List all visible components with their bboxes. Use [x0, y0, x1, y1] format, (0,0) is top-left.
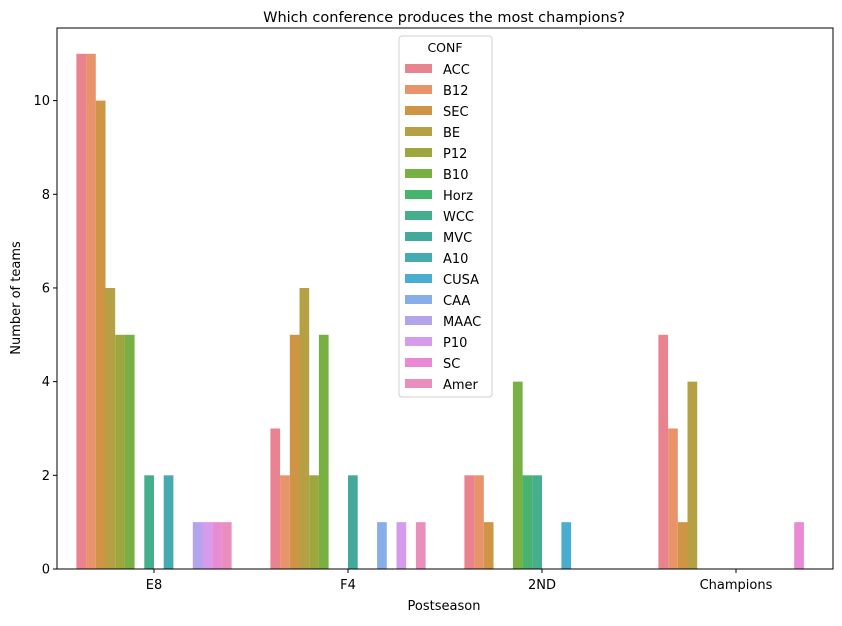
legend-swatch-sc — [405, 358, 432, 367]
bar-be-f4 — [299, 287, 310, 569]
bar-p12-e8 — [115, 334, 125, 569]
bar-sc-champions — [794, 522, 804, 569]
legend-swatch-amer — [405, 379, 432, 388]
bar-be-champions — [687, 381, 698, 569]
bar-acc-2nd — [464, 475, 475, 569]
bar-acc-f4 — [270, 428, 281, 569]
y-axis-label: Number of teams — [9, 241, 24, 355]
bar-sec-e8 — [95, 100, 106, 569]
bar-sec-f4 — [289, 334, 300, 569]
legend-label-b10: B10 — [443, 168, 468, 183]
legend-label-amer: Amer — [443, 378, 479, 393]
legend-swatch-caa — [405, 295, 432, 304]
bar-b12-2nd — [474, 475, 484, 569]
x-tick-label-e8: E8 — [146, 578, 163, 593]
legend-title: CONF — [427, 40, 462, 55]
plot-frame — [56, 27, 834, 570]
legend-swatch-maac — [405, 316, 432, 325]
legend-swatch-p10 — [405, 337, 432, 346]
x-tick-label-f4: F4 — [340, 578, 356, 593]
bar-maac-e8 — [192, 522, 203, 569]
bar-be-e8 — [105, 287, 116, 569]
legend-swatch-be — [405, 127, 432, 136]
legend-swatch-p12 — [405, 148, 432, 157]
legend-label-be: BE — [443, 126, 460, 141]
legend-swatch-sec — [405, 106, 432, 115]
legend-swatch-b10 — [405, 169, 432, 178]
legend-label-mvc: MVC — [443, 231, 472, 246]
bar-sec-2nd — [483, 522, 494, 569]
legend-label-horz: Horz — [443, 189, 473, 204]
bar-a10-e8 — [163, 475, 174, 569]
chart-title: Which conference produces the most champ… — [263, 10, 625, 26]
bar-b10-2nd — [512, 381, 523, 569]
legend-label-caa: CAA — [443, 294, 470, 309]
legend-label-wcc: WCC — [443, 210, 474, 225]
bar-acc-champions — [658, 334, 669, 569]
bar-wcc-e8 — [144, 475, 154, 569]
y-tick-label-4: 4 — [42, 375, 50, 390]
bar-b10-e8 — [124, 334, 135, 569]
y-tick-label-6: 6 — [42, 281, 50, 296]
bar-wcc-2nd — [532, 475, 542, 569]
x-axis-label: Postseason — [408, 599, 481, 614]
legend-swatch-b12 — [405, 85, 432, 94]
bar-amer-e8 — [221, 522, 232, 569]
legend-box — [398, 35, 493, 398]
bar-horz-2nd — [522, 475, 533, 569]
legend-label-b12: B12 — [443, 84, 468, 99]
x-tick-label-champions: Champions — [700, 578, 773, 593]
x-tick-label-2nd: 2ND — [528, 578, 556, 593]
legend-label-p12: P12 — [443, 147, 467, 162]
bar-sec-champions — [677, 522, 688, 569]
bar-p10-f4 — [396, 522, 407, 569]
bar-mvc-f4 — [348, 475, 358, 569]
y-axis: 0 2 4 6 8 10 — [33, 94, 57, 578]
y-tick-label-0: 0 — [42, 563, 50, 578]
legend-swatch-horz — [405, 190, 432, 199]
legend-swatch-wcc — [405, 211, 432, 220]
bar-amer-f4 — [415, 522, 426, 569]
bars-layer — [76, 53, 804, 569]
legend-swatch-a10 — [405, 253, 432, 262]
bar-p12-f4 — [309, 475, 319, 569]
bar-sc-e8 — [212, 522, 222, 569]
bar-caa-f4 — [377, 522, 387, 569]
legend-label-p10: P10 — [443, 336, 467, 351]
bar-b10-f4 — [318, 334, 329, 569]
legend: CONF ACC B12 SEC BE P12 B10 Horz WCC MVC A10 CUSA C… — [398, 35, 493, 398]
legend-label-acc: ACC — [443, 63, 470, 78]
legend-label-cusa: CUSA — [443, 273, 479, 288]
legend-label-a10: A10 — [443, 252, 468, 267]
legend-items: ACC B12 SEC BE P12 B10 Horz WCC MVC A10 CUSA CAA MAA… — [405, 63, 481, 393]
legend-swatch-cusa — [405, 274, 432, 283]
bar-p10-e8 — [202, 522, 213, 569]
bar-b12-e8 — [86, 53, 96, 569]
bar-b12-f4 — [280, 475, 290, 569]
y-tick-label-2: 2 — [42, 469, 50, 484]
bar-b12-champions — [668, 428, 678, 569]
legend-swatch-mvc — [405, 232, 432, 241]
bar-acc-e8 — [76, 53, 87, 569]
legend-label-maac: MAAC — [443, 315, 481, 330]
x-axis: E8 F4 2ND Champions — [146, 569, 773, 593]
y-tick-label-8: 8 — [42, 188, 50, 203]
legend-label-sc: SC — [443, 357, 460, 372]
legend-label-sec: SEC — [443, 105, 469, 120]
y-tick-label-10: 10 — [33, 94, 50, 109]
bar-cusa-2nd — [561, 522, 572, 569]
legend-swatch-acc — [405, 64, 432, 73]
